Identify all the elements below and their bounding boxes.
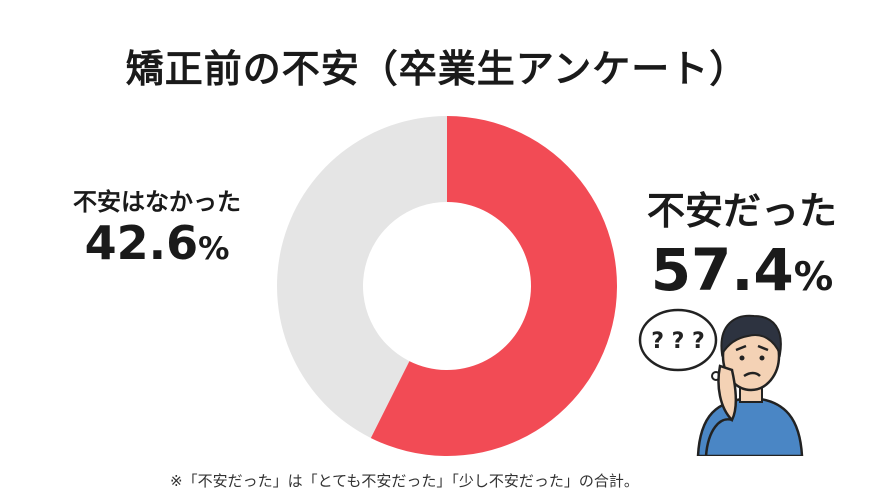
label-anxious-value: 57.4% (632, 236, 852, 304)
label-not-anxious-name: 不安はなかった (73, 188, 241, 216)
label-anxious-name: 不安だった (646, 189, 837, 233)
percent-sign: % (793, 254, 834, 300)
chart-title: 矯正前の不安（卒業生アンケート） (125, 47, 749, 91)
value-anxious: 57.4 (650, 236, 794, 304)
label-not-anxious-value: 42.6% (62, 216, 252, 270)
footnote: ※「不安だった」は「とても不安だった」「少し不安だった」の合計。 (170, 472, 639, 490)
slice-anxious (370, 116, 617, 457)
bubble-text: ? ? ? (651, 329, 705, 354)
value-not-anxious: 42.6 (84, 216, 199, 270)
slice-not-anxious (277, 116, 447, 438)
worried-person-icon: ? ? ? (638, 308, 804, 456)
percent-sign: % (198, 231, 230, 267)
